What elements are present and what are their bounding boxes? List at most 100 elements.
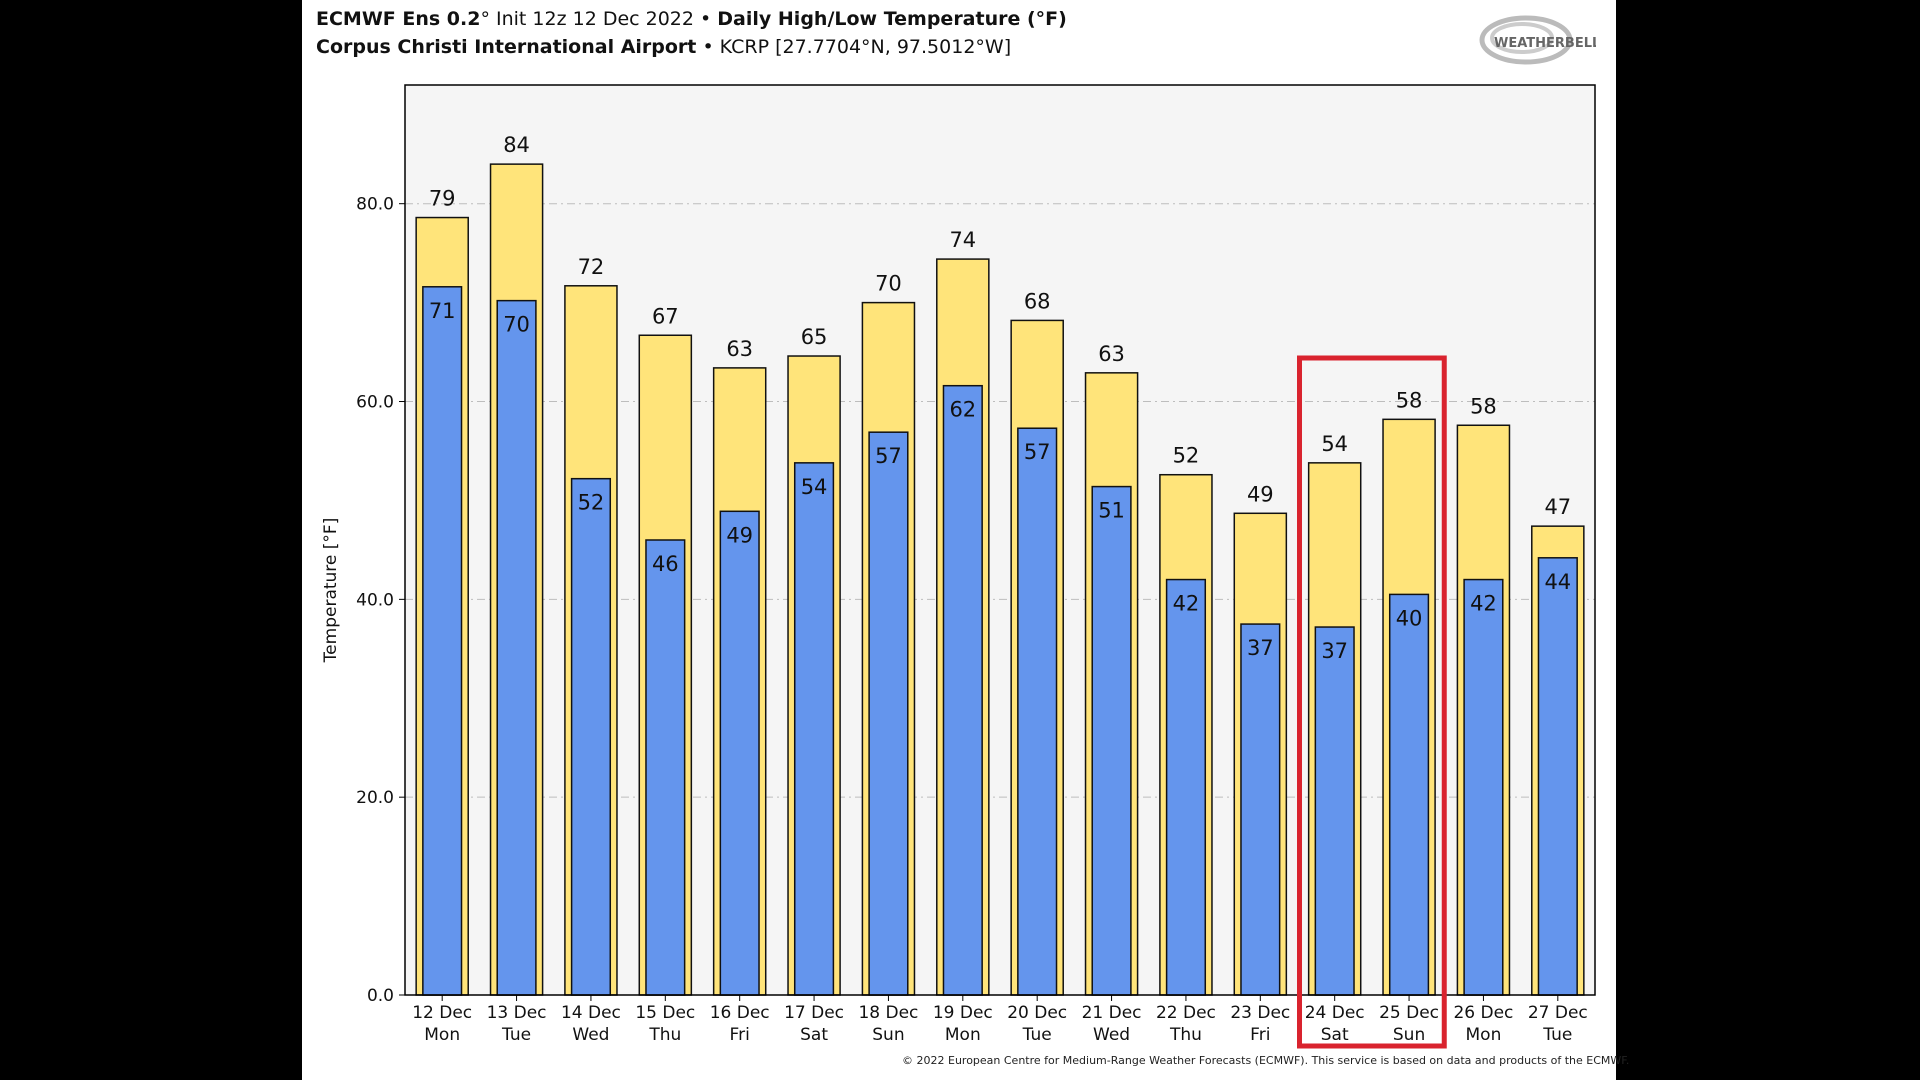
x-tick-label-day: Wed — [572, 1025, 609, 1045]
data-label-low: 54 — [801, 475, 828, 499]
station-name: Corpus Christi International Airport — [316, 36, 697, 58]
x-tick-label-day: Thu — [648, 1025, 681, 1045]
x-tick-label-date: 18 Dec — [858, 1003, 918, 1023]
x-tick-label-day: Sun — [872, 1025, 904, 1045]
bar-low — [1017, 427, 1058, 996]
x-tick-label-day: Sat — [800, 1025, 828, 1045]
bar-low — [868, 431, 909, 996]
data-label-low: 37 — [1321, 639, 1348, 663]
plot-frame — [404, 84, 1596, 996]
init-time: ° Init 12z 12 Dec 2022 • — [480, 8, 712, 30]
x-tick-label-date: 27 Dec — [1528, 1003, 1588, 1023]
bar-low — [1537, 557, 1578, 996]
x-tick-label-date: 25 Dec — [1379, 1003, 1439, 1023]
data-label-high: 63 — [1098, 342, 1125, 366]
highlight-box — [1297, 355, 1447, 1049]
x-tick-label-date: 12 Dec — [412, 1003, 472, 1023]
data-label-low: 62 — [949, 398, 976, 422]
x-tick-label-date: 17 Dec — [784, 1003, 844, 1023]
logo-swirl-outer — [1479, 15, 1573, 65]
bar-low — [942, 384, 983, 996]
y-tick-label: 20.0 — [356, 788, 394, 808]
x-tick-label-day: Fri — [1250, 1025, 1270, 1045]
data-label-high: 68 — [1024, 289, 1051, 313]
bar-low — [1240, 623, 1281, 996]
bar-low — [1314, 626, 1355, 996]
station-coordinates: • KCRP [27.7704°N, 97.5012°W] — [702, 36, 1012, 58]
x-tick-label-date: 23 Dec — [1230, 1003, 1290, 1023]
logo-swirl-inner — [1490, 22, 1554, 54]
weatherbell-logo: WEATHERBELL — [1479, 15, 1596, 65]
data-label-low: 49 — [726, 523, 753, 547]
data-label-high: 47 — [1544, 495, 1571, 519]
y-tick-label: 80.0 — [356, 195, 394, 215]
y-tick-label: 60.0 — [356, 393, 394, 413]
x-tick-label-date: 15 Dec — [635, 1003, 695, 1023]
bar-low — [1091, 485, 1132, 996]
data-label-high: 65 — [801, 325, 828, 349]
data-label-high: 70 — [875, 272, 902, 296]
x-tick-label-date: 14 Dec — [561, 1003, 621, 1023]
bar-low — [496, 299, 537, 996]
bar-low — [1165, 578, 1207, 996]
x-tick-label-date: 22 Dec — [1156, 1003, 1216, 1023]
data-label-low: 57 — [875, 444, 902, 468]
y-tick-label: 40.0 — [356, 590, 394, 610]
x-tick-label-date: 24 Dec — [1305, 1003, 1365, 1023]
data-label-low: 40 — [1396, 606, 1423, 630]
data-label-high: 74 — [949, 228, 976, 252]
data-label-low: 37 — [1247, 636, 1274, 660]
data-label-high: 54 — [1321, 432, 1348, 456]
x-tick-label-day: Sat — [1321, 1025, 1349, 1045]
data-label-high: 63 — [726, 337, 753, 361]
x-tick-label-day: Mon — [945, 1025, 981, 1045]
model-name: ECMWF Ens 0.2 — [316, 8, 481, 30]
data-label-low: 71 — [429, 299, 456, 323]
data-label-high: 72 — [578, 255, 605, 279]
bar-low — [1388, 593, 1430, 996]
data-label-low: 70 — [503, 313, 530, 337]
data-label-high: 79 — [429, 187, 456, 211]
x-tick-label-date: 21 Dec — [1082, 1003, 1142, 1023]
chart-title-line1: ECMWF Ens 0.2° Init 12z 12 Dec 2022 • Da… — [316, 8, 1067, 30]
chart-title-line2: Corpus Christi International Airport • K… — [316, 36, 1011, 58]
bar-low — [422, 286, 463, 996]
data-label-low: 52 — [578, 491, 605, 515]
x-tick-label-date: 26 Dec — [1453, 1003, 1513, 1023]
copyright-notice: © 2022 European Centre for Medium-Range … — [902, 1054, 1630, 1067]
x-tick-label-day: Sun — [1393, 1025, 1425, 1045]
data-label-high: 52 — [1173, 444, 1200, 468]
data-label-high: 49 — [1247, 482, 1274, 506]
data-label-high: 58 — [1470, 394, 1497, 418]
x-tick-label-date: 16 Dec — [710, 1003, 770, 1023]
x-tick-label-date: 20 Dec — [1007, 1003, 1067, 1023]
x-tick-label-day: Thu — [1169, 1025, 1202, 1045]
x-tick-label-day: Mon — [1466, 1025, 1502, 1045]
y-axis-label: Temperature [°F] — [321, 518, 341, 664]
data-label-low: 46 — [652, 552, 679, 576]
data-label-low: 44 — [1544, 570, 1571, 594]
x-tick-label-day: Tue — [1022, 1025, 1052, 1045]
bar-low — [645, 539, 686, 996]
chart-title: Daily High/Low Temperature (°F) — [717, 8, 1067, 30]
x-tick-label-day: Wed — [1093, 1025, 1130, 1045]
data-label-high: 84 — [503, 133, 530, 157]
x-tick-label-date: 13 Dec — [487, 1003, 547, 1023]
bar-low — [570, 477, 612, 996]
x-tick-label-day: Tue — [1542, 1025, 1572, 1045]
data-label-low: 42 — [1173, 592, 1200, 616]
bar-low — [719, 510, 760, 996]
data-label-low: 42 — [1470, 592, 1497, 616]
x-tick-label-day: Fri — [730, 1025, 750, 1045]
x-tick-label-date: 19 Dec — [933, 1003, 993, 1023]
y-tick-label: 0.0 — [367, 986, 394, 1006]
x-tick-label-day: Tue — [501, 1025, 531, 1045]
data-label-high: 58 — [1396, 388, 1423, 412]
bar-low — [793, 462, 835, 996]
data-label-low: 51 — [1098, 499, 1125, 523]
data-label-low: 57 — [1024, 440, 1051, 464]
x-tick-label-day: Mon — [424, 1025, 460, 1045]
logo-text: WEATHERBELL — [1494, 36, 1596, 51]
bar-low — [1463, 578, 1504, 996]
